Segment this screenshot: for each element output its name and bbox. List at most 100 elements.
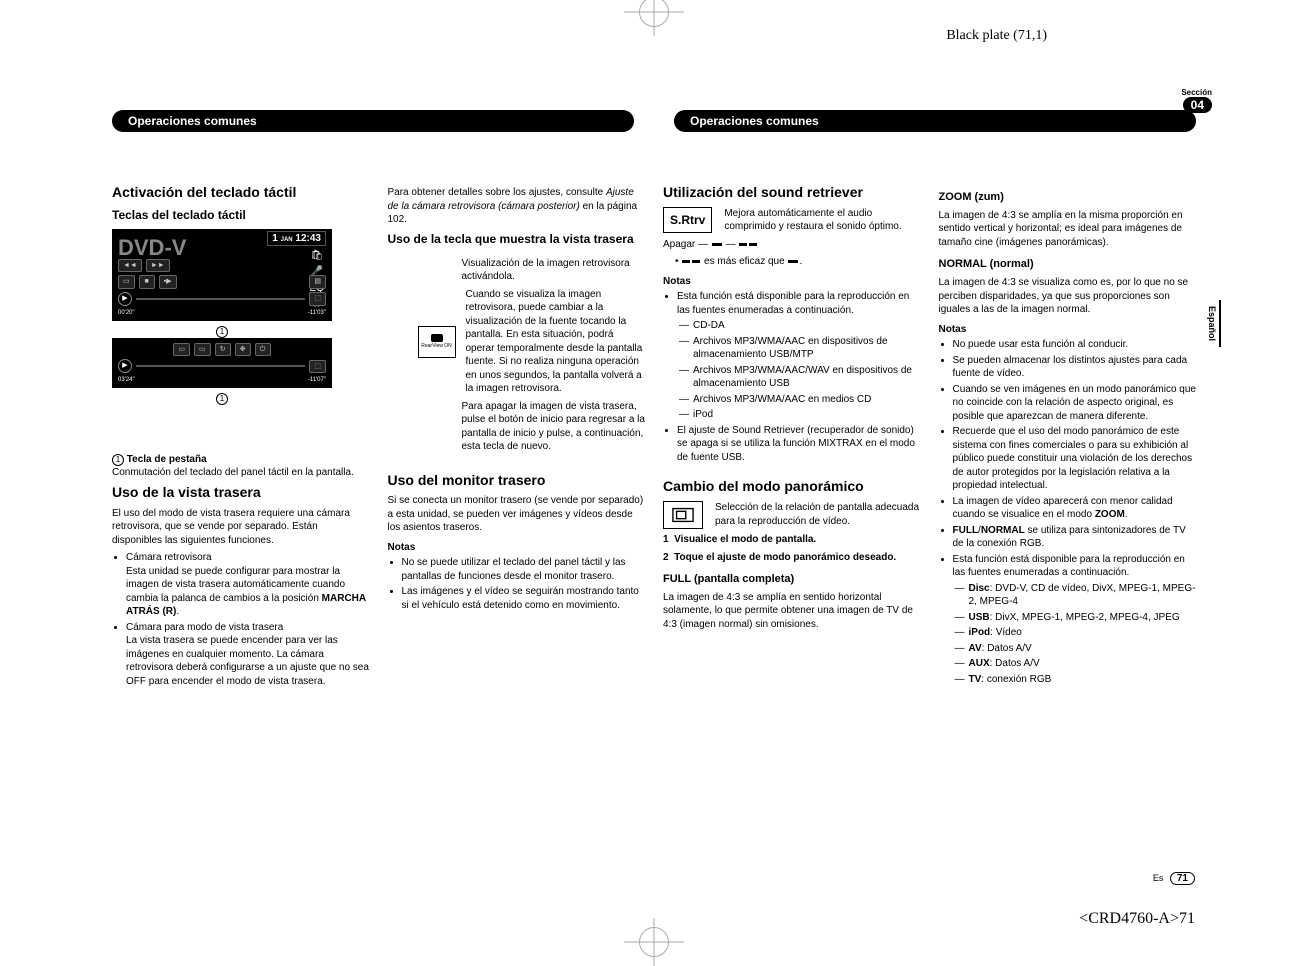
notas-heading-4: Notas [939, 323, 1197, 337]
rear-b1-text: Esta unidad se puede configurar para mos… [126, 566, 345, 604]
sr-note-2: El ajuste de Sound Retriever (recuperado… [677, 424, 921, 465]
step-2-text: Toque el ajuste de modo panorámico desea… [674, 552, 896, 563]
play-pause-button: ▶ [118, 292, 132, 306]
heading-monitor-trasero: Uso del monitor trasero [388, 472, 646, 489]
rear-bullet-2: Cámara para modo de vista trasera La vis… [126, 621, 370, 689]
src-disc-t: : DVD-V, CD de vídeo, DivX, MPEG-1, MPEG… [969, 583, 1196, 608]
efficacy-note: • es más eficaz que . [675, 255, 921, 269]
device-screenshot: DVD-V 1 JAN 12:43 🛍 🎤 EQ ★ ◄◄ [112, 229, 332, 447]
aspect-svg-icon [672, 507, 694, 523]
src-aux: AUX: Datos A/V [969, 657, 1197, 671]
pan-note-3: Cuando se ven imágenes en un modo panorá… [953, 383, 1197, 424]
notas-heading: Notas [388, 541, 646, 555]
src-usb-t: : DivX, MPEG-1, MPEG-2, MPEG-4, JPEG [990, 612, 1180, 623]
rear-b2-text: La vista trasera se puede encender para … [126, 635, 369, 687]
bar-icon-3 [749, 243, 757, 246]
pan-n6-b: NORMAL [981, 525, 1025, 536]
document-code: <CRD4760-A>71 [1079, 910, 1195, 928]
pan-n7-text: Esta función está disponible para la rep… [953, 554, 1185, 579]
rear-bullet-1: Cámara retrovisora Esta unidad se puede … [126, 551, 370, 619]
slow-icon: ▪▶ [159, 275, 177, 288]
rear-intro: El uso del modo de vista trasera requier… [112, 507, 370, 548]
time-remaining-2: -11'07" [308, 376, 326, 384]
monitor-note-2: Las imágenes y el vídeo se seguirán most… [402, 585, 646, 612]
section-badge: Sección 04 [1181, 88, 1212, 113]
heading-sound-retriever: Utilización del sound retriever [663, 184, 921, 201]
callout-1-inline: 1 [112, 454, 124, 466]
src-ipod-t: : Vídeo [990, 627, 1022, 638]
sr-sub-cdda: CD-DA [693, 319, 921, 333]
subtitle-icon: ▭ [194, 343, 211, 356]
heading-vista-trasera: Uso de la vista trasera [112, 484, 370, 501]
monitor-note-1: No se puede utilizar el teclado del pane… [402, 556, 646, 583]
src-usb: USB: DivX, MPEG-1, MPEG-2, MPEG-4, JPEG [969, 611, 1197, 625]
pan-note-1: No puede usar esta función al conducir. [953, 338, 1197, 352]
src-aux-l: AUX [969, 658, 990, 669]
power-icon: ⏻ [255, 343, 271, 356]
col2-intro-a: Para obtener detalles sobre los ajustes,… [388, 187, 606, 198]
next-button: ►► [146, 259, 170, 272]
time-elapsed-2: 03'24" [118, 376, 135, 384]
clock-month: JAN [281, 237, 293, 243]
eff-text: es más eficaz que [701, 256, 787, 267]
sr-sub-usbmtp: Archivos MP3/WMA/AAC en dispositivos de … [693, 335, 921, 362]
pan-note-5: La imagen de vídeo aparecerá con menor c… [953, 495, 1197, 522]
heading-tecla-vista: Uso de la tecla que muestra la vista tra… [388, 231, 646, 247]
bar-icon-6 [788, 260, 798, 263]
section-heading-right: Operaciones comunes [674, 110, 1196, 132]
src-tv: TV: conexión RGB [969, 673, 1197, 687]
heading-panoramico: Cambio del modo panorámico [663, 478, 921, 495]
rear-b1-title: Cámara retrovisora [126, 552, 212, 563]
clock: 1 JAN 12:43 [267, 231, 326, 247]
sr-note-1: Esta función está disponible para la rep… [677, 290, 921, 422]
full-heading: FULL (pantalla completa) [663, 572, 921, 587]
bar-icon [712, 243, 722, 246]
screen-2-controls: ▭ ▭ ↻ ✥ ⏻ ▶ ⬚ 03'24" [118, 340, 326, 385]
step-1-text: Visualice el modo de pantalla. [674, 534, 816, 545]
sr-sub-usb: Archivos MP3/WMA/AAC/WAV en dispositivos… [693, 364, 921, 391]
panoramic-desc: Selección de la relación de pantalla ade… [715, 501, 921, 528]
pan-n6-a: FULL [953, 525, 979, 536]
rearview-icon: RearView ON [418, 326, 456, 358]
heading-activacion: Activación del teclado táctil [112, 184, 370, 201]
language-tab: Español [1205, 300, 1221, 347]
callout-1-para: 1 Tecla de pestaña Conmutación del tecla… [112, 453, 370, 480]
sr-n1-text: Esta función está disponible para la rep… [677, 291, 909, 316]
col2-intro: Para obtener detalles sobre los ajustes,… [388, 186, 646, 227]
step-2: 2 Toque el ajuste de modo panorámico des… [663, 551, 921, 565]
play-pause-button-2: ▶ [118, 359, 132, 373]
src-tv-l: TV [969, 674, 982, 685]
callout-1b: 1 [216, 393, 228, 405]
apagar-line: Apagar — — [663, 238, 921, 252]
rv-p3: Para apagar la imagen de vista trasera, … [462, 400, 646, 454]
rv-p2: Cuando se visualiza la imagen retrovisor… [466, 288, 646, 396]
screen-2: ▭ ▭ ↻ ✥ ⏻ ▶ ⬚ 03'24" [112, 338, 332, 388]
panoramic-icon [663, 501, 703, 529]
pan-n5-a: La imagen de vídeo aparecerá con menor c… [953, 496, 1173, 521]
step-1-num: 1 [663, 534, 669, 545]
pan-note-7: Esta función está disponible para la rep… [953, 553, 1197, 687]
column-1: Activación del teclado táctil Teclas del… [112, 182, 370, 690]
page-footer: Es 71 [1153, 873, 1195, 884]
rear-b2-title: Cámara para modo de vista trasera [126, 622, 283, 633]
pan-note-4: Recuerde que el uso del modo panorámico … [953, 425, 1197, 493]
src-av: AV: Datos A/V [969, 642, 1197, 656]
step-1: 1 Visualice el modo de pantalla. [663, 533, 921, 547]
column-2: Para obtener detalles sobre los ajustes,… [388, 182, 646, 690]
normal-text: La imagen de 4:3 se visualiza como es, p… [939, 276, 1197, 317]
src-usb-l: USB [969, 612, 990, 623]
src-ipod: iPod: Vídeo [969, 626, 1197, 640]
screen-1: DVD-V 1 JAN 12:43 🛍 🎤 EQ ★ ◄◄ [112, 229, 332, 321]
bar-icon-4 [682, 260, 690, 263]
src-tv-t: : conexión RGB [981, 674, 1051, 685]
column-4: ZOOM (zum) La imagen de 4:3 se amplía en… [939, 182, 1197, 690]
src-av-t: : Datos A/V [982, 643, 1032, 654]
src-ipod-l: iPod [969, 627, 991, 638]
prev-button: ◄◄ [118, 259, 142, 272]
src-disc: Disc: DVD-V, CD de vídeo, DivX, MPEG-1, … [969, 582, 1197, 609]
aspect-icon-2: ⬚ [309, 360, 326, 373]
plate-header: Black plate (71,1) [946, 28, 1047, 44]
bar-icon-2 [739, 243, 747, 246]
zoom-heading: ZOOM (zum) [939, 190, 1197, 205]
time-elapsed: 00'20" [118, 309, 135, 317]
